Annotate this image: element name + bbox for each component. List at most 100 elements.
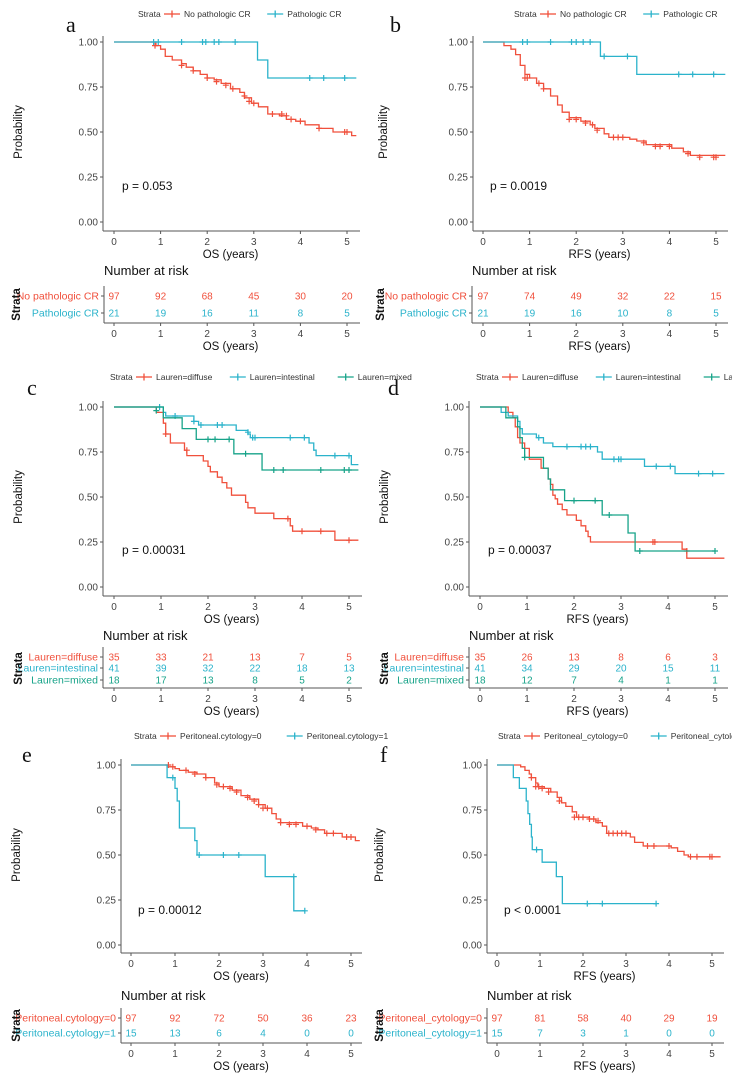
panel-letter: c [27,375,37,400]
legend-entry: Lauren=mixed [358,372,412,382]
censor-mark [650,843,657,849]
censor-mark [317,528,324,535]
risk-count: 8 [667,309,673,320]
risk-count: 58 [577,1014,589,1025]
risk-count: 68 [202,292,214,303]
risk-table-title: Number at risk [472,263,557,278]
censor-mark [653,900,660,907]
legend-entry: Pathologic CR [663,9,717,19]
legend-entry: Pathologic CR [287,9,341,19]
risk-table-title: Number at risk [103,628,188,643]
legend-entry: Lauren=mixed [724,372,732,382]
risk-count: 35 [474,653,486,664]
risk-count: 81 [534,1014,546,1025]
censor-mark [212,436,219,443]
x-tick-label: 1 [524,602,530,613]
risk-count: 23 [345,1014,357,1025]
legend: Strata Peritoneal_cytology=0 Peritoneal_cy… [498,731,732,741]
y-axis-title: Probability [378,105,390,159]
x-tick-label: 4 [299,602,305,613]
risk-count: 21 [108,309,120,320]
risk-count: 3 [712,653,718,664]
risk-table-title: Number at risk [469,628,554,643]
risk-x-tick-label: 3 [260,1049,266,1060]
risk-count: 35 [108,653,120,664]
censor-mark [563,443,570,450]
legend-title: Strata [138,9,161,19]
risk-count: 13 [202,676,214,687]
risk-count: 41 [108,664,120,675]
legend: Strata No pathologic CR Pathologic CR [514,9,718,19]
censor-mark [346,537,352,544]
censor-mark [535,80,542,87]
risk-strata-label: Lauren=intestinal [18,663,98,675]
x-tick-label: 4 [298,237,304,248]
x-tick-label: 4 [665,602,671,613]
censor-mark [710,71,717,78]
censor-mark [304,823,310,830]
risk-strata-label: Lauren=mixed [31,675,98,687]
x-tick-label: 0 [477,602,483,613]
risk-x-tick-label: 2 [573,329,579,340]
risk-count: 3 [580,1029,586,1040]
y-axis-title: Probability [13,470,25,524]
risk-x-tick-label: 2 [216,1049,222,1060]
risk-count: 1 [712,676,718,687]
censor-mark [580,814,586,821]
censor-mark [196,852,203,858]
km-curve-lauren-mixed [480,406,715,552]
censor-mark [590,816,597,822]
risk-count: 29 [568,664,580,675]
risk-count: 13 [343,664,355,675]
censor-mark [229,85,236,92]
censor-mark [269,111,276,117]
censor-mark [713,154,719,161]
censor-mark [594,127,601,134]
censor-mark [220,852,227,858]
censor-mark [264,805,271,812]
censor-mark [215,39,222,45]
p-value: p = 0.00031 [122,543,186,557]
km-panel-d: d Strata Lauren=diffuse Lauren=intestinal La… [379,372,732,718]
legend-entry: Lauren=diffuse [522,372,579,382]
censor-mark [297,118,304,125]
risk-count: 1 [623,1029,629,1040]
censor-mark [299,528,305,535]
risk-count: 11 [710,664,721,675]
risk-x-axis-title: OS (years) [204,706,260,718]
risk-count: 33 [155,653,167,664]
legend-entry: Peritoneal_cytology=0 [544,731,628,741]
legend-title: Strata [110,372,133,382]
censor-mark [573,116,580,123]
risk-x-tick-label: 5 [712,694,718,705]
censor-mark [202,39,209,45]
risk-count: 40 [620,1014,632,1025]
y-tick-label: 0.75 [463,806,483,817]
km-curve-lauren-diffuse [480,406,725,559]
risk-x-tick-label: 5 [348,1049,354,1060]
risk-count: 19 [155,309,167,320]
censor-mark [618,456,624,463]
censor-mark [693,853,700,860]
x-axis-title: OS (years) [213,971,269,983]
y-tick-label: 0.25 [463,896,483,907]
censor-mark [155,39,162,45]
y-tick-label: 0.75 [79,448,99,459]
risk-count: 18 [108,676,120,687]
censor-mark [566,116,573,123]
p-value: p = 0.00012 [138,903,202,917]
censor-mark [640,139,647,146]
legend: Strata Lauren=diffuse Lauren=intestinal Lau… [110,372,412,382]
censor-mark [235,852,242,858]
legend: Strata Lauren=diffuse Lauren=intestinal Lau… [476,372,732,382]
risk-x-axis-title: RFS (years) [569,341,631,353]
censor-mark [250,100,257,107]
risk-x-tick-label: 4 [666,1049,672,1060]
risk-x-tick-label: 0 [111,329,117,340]
risk-strata-label: Lauren=diffuse [394,652,464,664]
risk-count: 74 [524,292,536,303]
censor-mark [685,150,692,157]
p-value: p < 0.0001 [504,903,561,917]
x-axis-title: RFS (years) [574,971,636,983]
risk-count: 22 [664,292,676,303]
